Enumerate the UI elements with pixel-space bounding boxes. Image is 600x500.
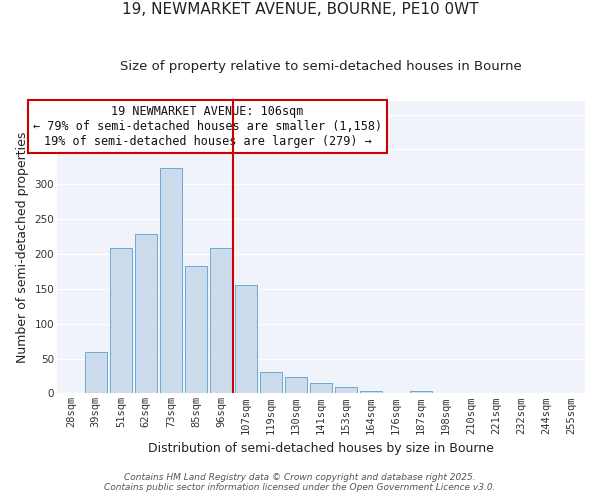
Title: Size of property relative to semi-detached houses in Bourne: Size of property relative to semi-detach… — [120, 60, 522, 73]
X-axis label: Distribution of semi-detached houses by size in Bourne: Distribution of semi-detached houses by … — [148, 442, 494, 455]
Bar — [110, 248, 132, 394]
Bar — [134, 234, 157, 394]
Y-axis label: Number of semi-detached properties: Number of semi-detached properties — [16, 132, 29, 362]
Bar — [335, 387, 358, 394]
Bar — [285, 376, 307, 394]
Text: 19, NEWMARKET AVENUE, BOURNE, PE10 0WT: 19, NEWMARKET AVENUE, BOURNE, PE10 0WT — [122, 2, 478, 18]
Bar — [410, 392, 433, 394]
Text: Contains HM Land Registry data © Crown copyright and database right 2025.
Contai: Contains HM Land Registry data © Crown c… — [104, 473, 496, 492]
Text: 19 NEWMARKET AVENUE: 106sqm
← 79% of semi-detached houses are smaller (1,158)
19: 19 NEWMARKET AVENUE: 106sqm ← 79% of sem… — [33, 105, 382, 148]
Bar — [260, 372, 282, 394]
Bar — [85, 352, 107, 394]
Bar — [360, 390, 382, 394]
Bar — [160, 168, 182, 394]
Bar — [235, 284, 257, 394]
Bar — [209, 248, 232, 394]
Bar — [185, 266, 207, 394]
Bar — [310, 383, 332, 394]
